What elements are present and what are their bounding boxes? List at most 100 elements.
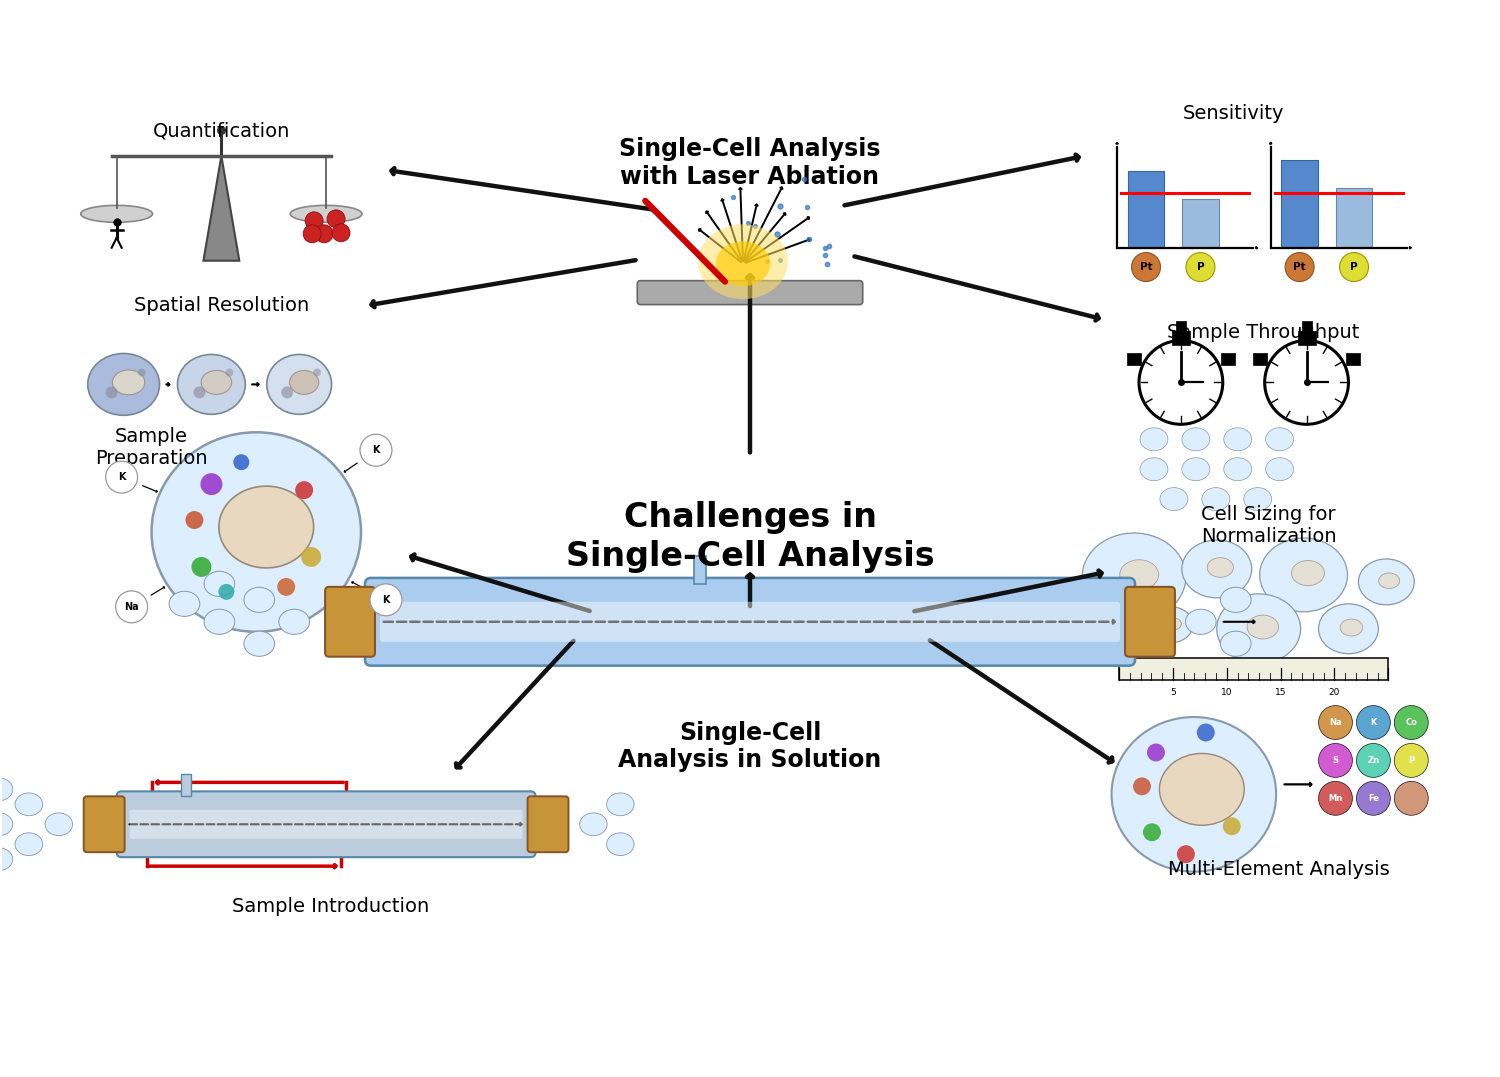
Circle shape bbox=[303, 225, 321, 242]
Ellipse shape bbox=[201, 370, 231, 394]
Bar bbox=[1347, 353, 1360, 365]
Circle shape bbox=[1264, 340, 1348, 424]
Text: 20: 20 bbox=[1329, 687, 1340, 697]
Bar bbox=[1221, 353, 1234, 365]
Circle shape bbox=[280, 387, 292, 398]
Circle shape bbox=[1395, 782, 1428, 815]
Ellipse shape bbox=[1182, 540, 1251, 598]
Ellipse shape bbox=[45, 813, 72, 836]
Circle shape bbox=[186, 512, 204, 529]
Ellipse shape bbox=[1221, 587, 1251, 613]
Ellipse shape bbox=[716, 241, 771, 286]
Ellipse shape bbox=[1166, 618, 1182, 630]
Circle shape bbox=[1138, 340, 1222, 424]
Ellipse shape bbox=[579, 813, 608, 836]
Bar bbox=[182, 774, 192, 796]
Circle shape bbox=[1132, 778, 1150, 795]
Text: Spatial Resolution: Spatial Resolution bbox=[134, 295, 309, 314]
Ellipse shape bbox=[1318, 604, 1378, 654]
Ellipse shape bbox=[1224, 428, 1251, 451]
Ellipse shape bbox=[1160, 488, 1188, 510]
Ellipse shape bbox=[244, 587, 274, 613]
Ellipse shape bbox=[1221, 631, 1251, 656]
Circle shape bbox=[1131, 253, 1161, 281]
Ellipse shape bbox=[244, 631, 274, 656]
Circle shape bbox=[225, 368, 234, 377]
Ellipse shape bbox=[698, 224, 788, 299]
Circle shape bbox=[192, 557, 211, 577]
Circle shape bbox=[1143, 823, 1161, 841]
Text: Single-Cell Analysis
with Laser Ablation: Single-Cell Analysis with Laser Ablation bbox=[620, 137, 880, 188]
Circle shape bbox=[314, 368, 321, 377]
Bar bbox=[1119, 658, 1389, 680]
Ellipse shape bbox=[112, 370, 146, 395]
Bar bbox=[1128, 170, 1164, 248]
Text: P: P bbox=[1350, 262, 1358, 272]
Text: K: K bbox=[382, 595, 390, 605]
Ellipse shape bbox=[1140, 458, 1168, 480]
Ellipse shape bbox=[606, 793, 634, 815]
Text: 5: 5 bbox=[1170, 687, 1176, 697]
Ellipse shape bbox=[1246, 615, 1278, 639]
Circle shape bbox=[105, 387, 117, 398]
Ellipse shape bbox=[279, 610, 309, 634]
Circle shape bbox=[1148, 743, 1166, 761]
Ellipse shape bbox=[0, 848, 12, 870]
Circle shape bbox=[1395, 743, 1428, 778]
Text: K: K bbox=[118, 472, 126, 482]
FancyBboxPatch shape bbox=[638, 281, 862, 305]
FancyBboxPatch shape bbox=[1125, 587, 1174, 657]
Circle shape bbox=[360, 434, 392, 466]
Ellipse shape bbox=[606, 833, 634, 855]
Circle shape bbox=[116, 591, 147, 623]
Circle shape bbox=[1356, 782, 1390, 815]
Ellipse shape bbox=[1216, 593, 1300, 663]
Ellipse shape bbox=[290, 370, 318, 394]
Text: Challenges in
Single-Cell Analysis: Challenges in Single-Cell Analysis bbox=[566, 502, 934, 573]
Polygon shape bbox=[204, 156, 240, 261]
Ellipse shape bbox=[1182, 458, 1210, 480]
Circle shape bbox=[332, 224, 350, 241]
Circle shape bbox=[1318, 782, 1353, 815]
Text: P: P bbox=[1408, 756, 1414, 765]
Text: Sample Throughput: Sample Throughput bbox=[1167, 323, 1360, 342]
Ellipse shape bbox=[15, 833, 42, 855]
Text: Co: Co bbox=[1406, 718, 1417, 727]
Ellipse shape bbox=[1359, 559, 1414, 605]
Ellipse shape bbox=[1082, 533, 1186, 620]
Circle shape bbox=[304, 212, 322, 229]
Ellipse shape bbox=[204, 571, 234, 597]
Text: Cell Sizing for
Normalization: Cell Sizing for Normalization bbox=[1202, 504, 1336, 546]
Bar bbox=[1335, 188, 1372, 248]
Text: Pt: Pt bbox=[1140, 262, 1152, 272]
Bar bbox=[1281, 160, 1318, 248]
Circle shape bbox=[1318, 743, 1353, 778]
Ellipse shape bbox=[1149, 606, 1192, 643]
Bar bbox=[1172, 331, 1190, 345]
Circle shape bbox=[278, 578, 296, 596]
Text: Sample Introduction: Sample Introduction bbox=[232, 896, 429, 915]
Bar bbox=[1126, 353, 1142, 365]
Text: Single-Cell
Analysis in Solution: Single-Cell Analysis in Solution bbox=[618, 721, 882, 772]
Text: P: P bbox=[1197, 262, 1204, 272]
Ellipse shape bbox=[1208, 558, 1233, 577]
Circle shape bbox=[138, 368, 146, 377]
Text: Multi-Element Analysis: Multi-Element Analysis bbox=[1168, 859, 1389, 879]
Ellipse shape bbox=[1202, 488, 1230, 510]
Circle shape bbox=[1286, 253, 1314, 281]
FancyBboxPatch shape bbox=[117, 792, 536, 857]
Ellipse shape bbox=[1119, 560, 1158, 589]
Bar bbox=[1176, 321, 1186, 331]
Ellipse shape bbox=[1260, 538, 1347, 612]
Text: Fe: Fe bbox=[1368, 794, 1378, 802]
FancyBboxPatch shape bbox=[528, 796, 568, 852]
Text: 15: 15 bbox=[1275, 687, 1287, 697]
Ellipse shape bbox=[170, 591, 200, 616]
Ellipse shape bbox=[87, 353, 159, 416]
Text: Quantification: Quantification bbox=[153, 121, 290, 140]
Ellipse shape bbox=[267, 354, 332, 415]
Ellipse shape bbox=[1112, 717, 1276, 871]
Circle shape bbox=[234, 454, 249, 471]
Circle shape bbox=[1197, 724, 1215, 741]
Ellipse shape bbox=[1182, 428, 1210, 451]
